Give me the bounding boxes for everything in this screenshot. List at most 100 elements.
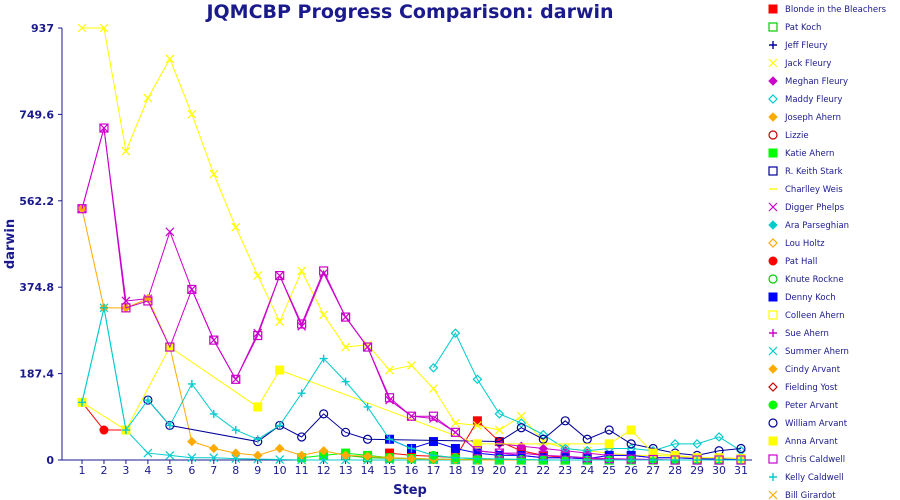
data-point [209, 335, 219, 345]
x-tick-label: 16 [405, 464, 419, 477]
x-tick-label: 25 [602, 464, 616, 477]
data-point [319, 354, 328, 363]
x-tick-label: 9 [254, 464, 261, 477]
x-tick-label: 2 [100, 464, 107, 477]
y-tick-label: 937 [31, 22, 54, 35]
x-tick-label: 8 [232, 464, 239, 477]
data-point [187, 284, 197, 295]
legend-label: Charlley Weis [785, 185, 843, 195]
series-layer [77, 23, 746, 465]
data-point [472, 439, 482, 449]
data-point [297, 432, 307, 442]
data-point [297, 266, 307, 276]
x-tick-label: 29 [690, 464, 704, 477]
legend-label: Maddy Fleury [785, 95, 842, 105]
legend-label: Bill Girardot [785, 491, 836, 500]
data-point [472, 374, 483, 385]
x-tick-label: 26 [624, 464, 638, 477]
data-point [768, 490, 778, 500]
legend-item: Chris Caldwell [768, 454, 845, 465]
data-point [121, 426, 130, 435]
data-point [209, 169, 219, 179]
data-point [693, 456, 702, 464]
legend-label: R. Keith Stark [785, 167, 843, 177]
data-point [560, 416, 570, 426]
data-point [429, 451, 438, 460]
data-point [473, 454, 482, 463]
data-point [494, 409, 505, 419]
legend-item: Peter Arvant [768, 400, 839, 411]
legend-item: Ara Parseghian [768, 220, 849, 231]
data-point [187, 379, 196, 388]
data-point [626, 439, 636, 449]
data-point [516, 418, 527, 428]
legend-label: Kelly Caldwell [785, 473, 844, 483]
legend-item: Summer Ahern [768, 346, 849, 357]
x-tick-label: 13 [339, 464, 353, 477]
data-point [769, 473, 777, 481]
data-point [407, 361, 416, 370]
data-point [626, 425, 636, 435]
data-point [714, 432, 724, 442]
data-point [275, 455, 285, 464]
data-point [187, 109, 197, 119]
data-point [253, 435, 262, 444]
data-point [539, 456, 548, 464]
data-point [450, 443, 460, 453]
data-point [428, 411, 439, 421]
x-tick-label: 17 [426, 464, 440, 477]
data-point [385, 365, 394, 375]
data-point [768, 130, 778, 140]
data-point [297, 319, 307, 329]
data-point [341, 312, 351, 322]
data-point [450, 328, 461, 339]
legend-item: Pat Koch [768, 22, 821, 33]
x-tick-label: 1 [79, 464, 86, 477]
data-point [561, 456, 570, 464]
legend-item: Bill Girardot [768, 490, 836, 500]
legend-item: William Arvant [768, 418, 848, 429]
data-point [274, 443, 285, 454]
legend-item: Jack Fleury [768, 58, 831, 69]
data-point [768, 256, 778, 266]
data-point [209, 453, 219, 463]
data-point [275, 365, 285, 375]
data-point [768, 364, 778, 374]
data-point [363, 402, 372, 411]
legend-label: Knute Rockne [785, 275, 844, 285]
x-tick-label: 19 [470, 464, 484, 477]
legend-item: Jeff Fleury [769, 41, 828, 51]
series-line [81, 307, 741, 461]
series-line [433, 332, 742, 452]
x-tick-label: 11 [295, 464, 309, 477]
y-tick-label: 374.8 [19, 281, 54, 294]
chart-title: JQMCBP Progress Comparison: darwin [204, 1, 613, 23]
data-point [165, 227, 175, 237]
data-point [406, 411, 417, 421]
data-point [253, 402, 263, 412]
data-point [319, 310, 329, 320]
series-20 [77, 204, 746, 465]
data-point [768, 454, 778, 464]
legend-label: William Arvant [785, 419, 848, 429]
data-point [769, 41, 777, 49]
x-tick-label: 20 [492, 464, 506, 477]
data-point [143, 93, 153, 103]
data-point [99, 425, 109, 435]
legend-item: Lizzie [768, 130, 809, 141]
data-point [768, 436, 778, 446]
legend-label: Anna Arvant [785, 437, 838, 447]
data-point [143, 296, 153, 306]
data-point [275, 421, 284, 430]
legend: Blonde in the Bleachers Pat Koch Jeff Fleu… [768, 4, 887, 500]
data-point [768, 58, 778, 68]
legend-item: Anna Arvant [768, 436, 838, 447]
data-point [736, 443, 746, 454]
x-tick-label: 12 [317, 464, 331, 477]
legend-label: Ara Parseghian [785, 221, 849, 231]
data-point [384, 393, 395, 403]
data-point [297, 321, 307, 331]
data-point [604, 425, 614, 435]
x-axis-label: Step [393, 483, 427, 498]
data-point [143, 448, 153, 458]
